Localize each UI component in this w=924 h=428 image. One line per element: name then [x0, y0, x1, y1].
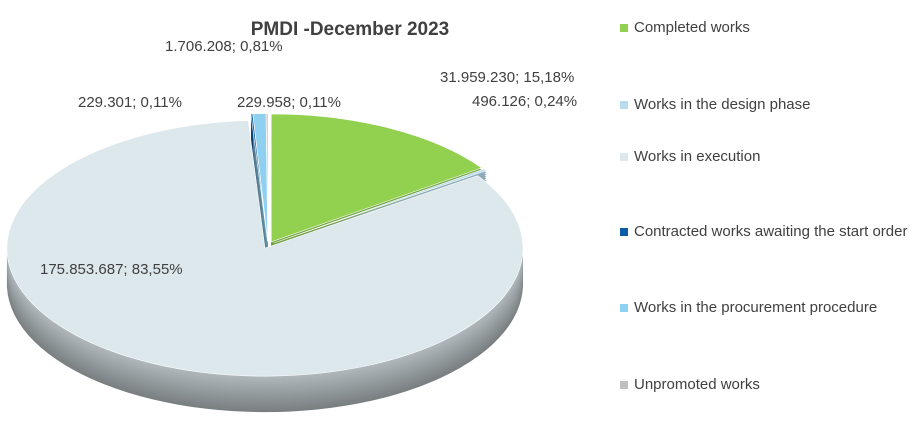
legend-swatch	[620, 101, 628, 109]
legend-label: Works in execution	[634, 148, 761, 165]
legend-item: Works in execution	[620, 146, 920, 168]
slice	[6, 120, 524, 377]
legend: Completed works Works in the design phase…	[620, 0, 920, 428]
data-label: 496.126; 0,24%	[472, 93, 577, 110]
slice	[270, 113, 483, 243]
legend-item: Works in the design phase	[620, 94, 920, 116]
legend-swatch	[620, 228, 628, 236]
legend-label: Works in the design phase	[634, 96, 811, 113]
legend-label: Completed works	[634, 19, 750, 36]
data-label: 31.959.230; 15,18%	[440, 69, 574, 86]
legend-swatch	[620, 381, 628, 389]
legend-item: Unpromoted works	[620, 374, 920, 396]
legend-swatch	[620, 153, 628, 161]
slice	[273, 168, 488, 244]
legend-swatch	[620, 24, 628, 32]
slice	[265, 113, 269, 242]
legend-item: Contracted works awaiting the start orde…	[620, 221, 920, 243]
legend-item: Works in the procurement procedure	[620, 297, 920, 319]
legend-label: Works in the procurement procedure	[634, 299, 878, 316]
legend-label: Contracted works awaiting the start orde…	[634, 223, 908, 240]
chart: PMDI -December 2023 31.959.230; 15,18% 49…	[6, 19, 577, 413]
legend-swatch	[620, 304, 628, 312]
data-label: 175.853.687; 83,55%	[40, 261, 183, 278]
chart-title: PMDI -December 2023	[251, 19, 450, 40]
legend-item: Completed works	[620, 17, 920, 39]
data-label: 1.706.208; 0,81%	[165, 38, 283, 55]
legend-label: Unpromoted works	[634, 376, 760, 393]
data-label: 229.301; 0,11%	[78, 94, 182, 111]
data-label: 229.958; 0,11%	[237, 94, 341, 111]
slice-side	[273, 170, 487, 245]
